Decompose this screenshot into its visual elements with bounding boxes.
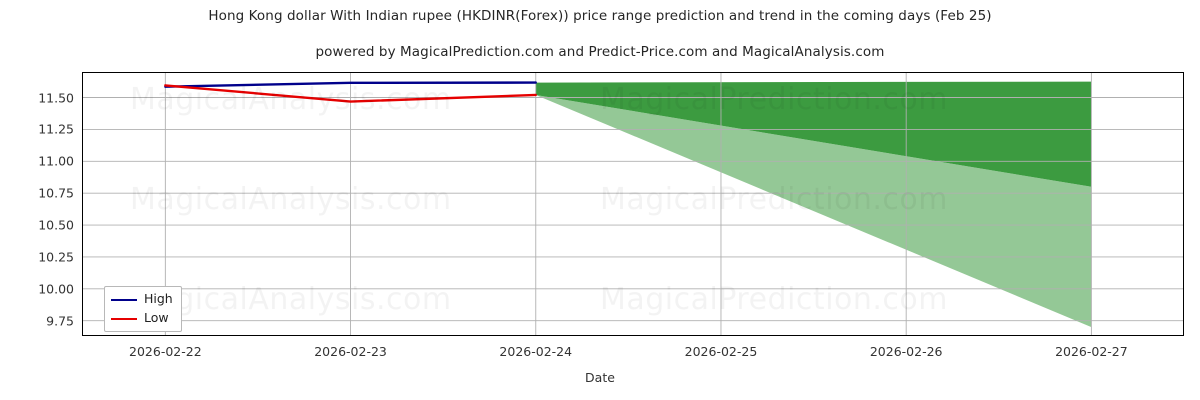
chart-title: Hong Kong dollar With Indian rupee (HKDI… [208, 8, 992, 24]
legend-swatch-high [111, 298, 137, 301]
plot-area [82, 72, 1184, 336]
y-axis-tick-label: 10.75 [38, 185, 74, 201]
y-axis-tick-label: 11.25 [38, 121, 74, 137]
x-axis-tick-label: 2026-02-24 [499, 344, 573, 359]
series-line-high [164, 81, 537, 88]
forecast-band-inner-range [535, 81, 1092, 187]
y-axis-tick-label: 10.00 [38, 281, 74, 297]
x-axis-tick-label: 2026-02-22 [129, 344, 202, 359]
y-axis-tick-label: 10.25 [38, 249, 74, 265]
x-axis-tick-label: 2026-02-27 [1055, 344, 1128, 359]
legend-label-high: High [144, 291, 173, 307]
legend-item-high[interactable]: High [111, 291, 173, 308]
legend-label-low: Low [144, 310, 169, 326]
chart-subtitle: powered by MagicalPrediction.com and Pre… [315, 44, 885, 60]
x-axis-tick-label: 2026-02-25 [684, 344, 758, 359]
x-axis-tick-label: 2026-02-23 [314, 344, 387, 359]
chart-legend[interactable]: High Low [104, 286, 182, 332]
y-axis-tick-label: 10.50 [38, 217, 74, 233]
chart-canvas [82, 72, 1184, 336]
x-axis-title: Date [585, 370, 615, 385]
y-axis-tick-label: 11.50 [38, 90, 74, 105]
x-axis-tick-label: 2026-02-26 [869, 344, 943, 359]
series-line-low [164, 84, 537, 103]
y-axis-tick-label: 9.75 [46, 313, 74, 329]
y-axis-tick-label: 11.00 [38, 153, 74, 169]
legend-swatch-low [111, 317, 137, 320]
legend-item-low[interactable]: Low [111, 310, 173, 327]
forecast-band-outer-range [535, 94, 1092, 328]
